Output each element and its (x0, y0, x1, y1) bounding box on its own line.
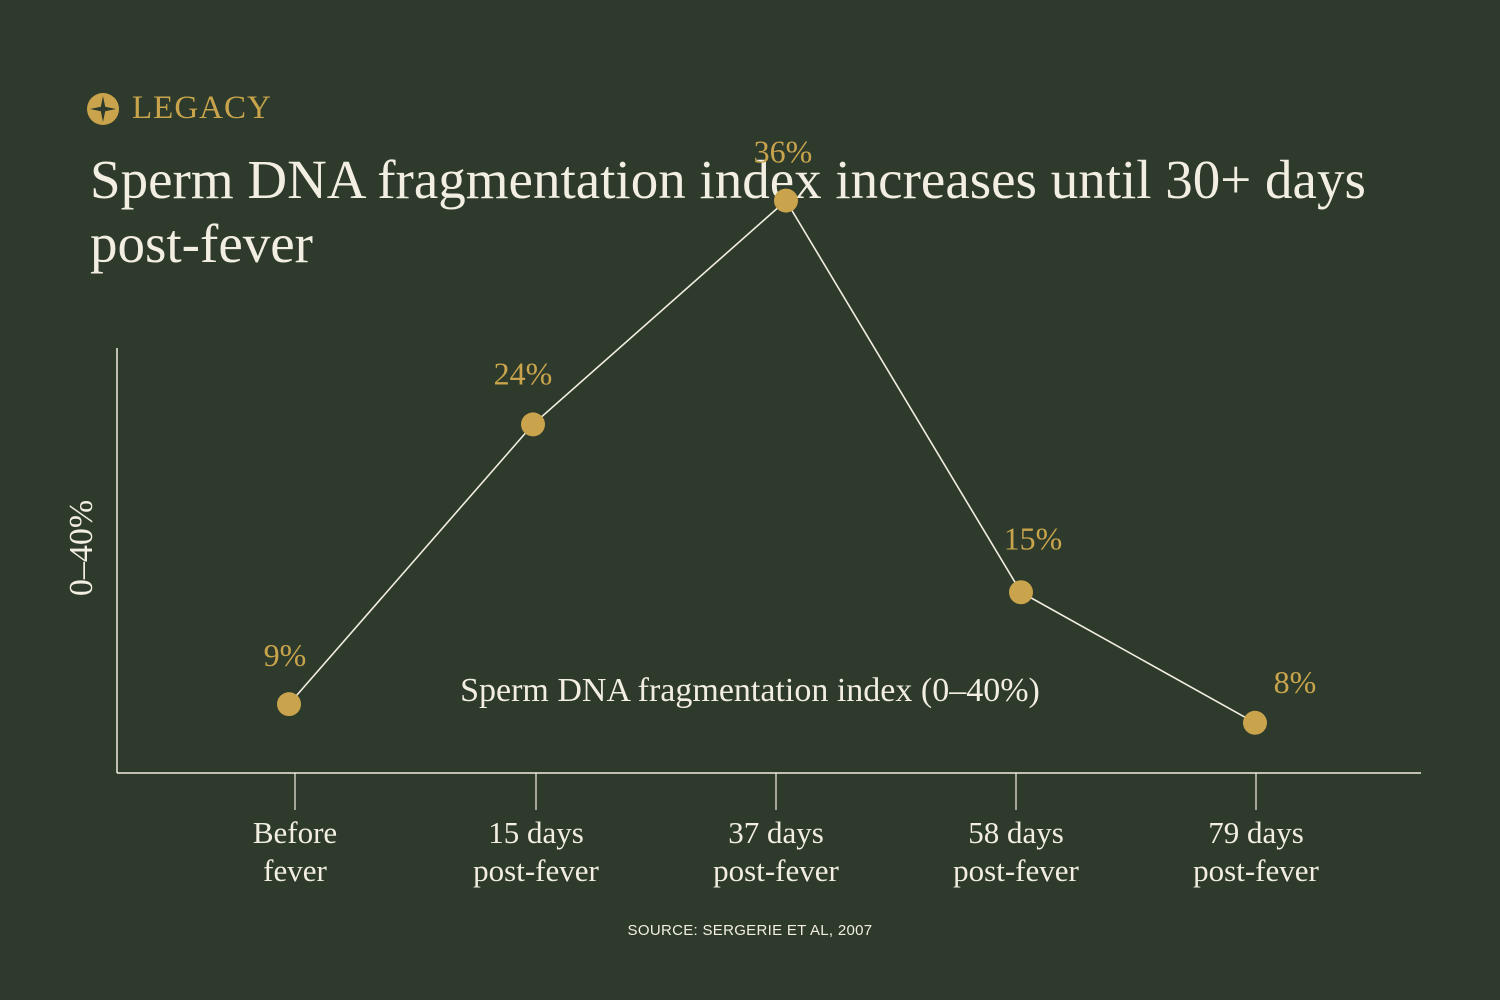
brand-logo: LEGACY (86, 90, 272, 127)
chart-title: Sperm DNA fragmentation index increases … (90, 149, 1366, 274)
series-label: Sperm DNA fragmentation index (0–40%) (460, 672, 1040, 709)
x-tick-label-line: post-fever (1193, 853, 1319, 888)
data-label: 24% (494, 355, 553, 391)
x-tick-label-line: post-fever (953, 853, 1079, 888)
source-note: SOURCE: SERGERIE ET AL, 2007 (627, 922, 873, 939)
x-tick-label: 58 days post-fever (953, 815, 1079, 888)
data-label: 9% (264, 637, 307, 673)
x-tick-label: Before fever (253, 815, 337, 888)
data-labels: 9% 24% 36% 15% 8% (264, 134, 1317, 700)
data-point (774, 188, 798, 213)
x-ticks (294, 773, 1257, 810)
x-tick-label-line: 37 days (728, 815, 824, 850)
y-axis-label: 0–40% (63, 500, 100, 596)
data-label: 8% (1274, 664, 1317, 700)
x-tick-label: 79 days post-fever (1193, 815, 1319, 888)
brand-name: LEGACY (132, 90, 272, 126)
x-tick-label-line: fever (263, 853, 327, 888)
data-points (277, 188, 1267, 735)
data-label: 15% (1004, 520, 1063, 556)
legacy-star-icon (87, 92, 119, 125)
x-tick-label: 37 days post-fever (713, 815, 839, 888)
data-point (1009, 580, 1033, 605)
data-point (521, 412, 545, 437)
x-tick-label-line: post-fever (713, 853, 839, 888)
x-tick-label: 15 days post-fever (473, 815, 599, 888)
series-line (288, 199, 1256, 724)
data-point (1243, 710, 1267, 735)
data-label: 36% (754, 134, 813, 170)
x-tick-label-line: 79 days (1208, 815, 1304, 850)
data-point (277, 692, 301, 717)
x-tick-label-line: Before (253, 815, 337, 850)
x-tick-label-line: 15 days (488, 815, 584, 850)
x-tick-label-line: post-fever (473, 853, 599, 888)
x-tick-label-line: 58 days (968, 815, 1064, 850)
